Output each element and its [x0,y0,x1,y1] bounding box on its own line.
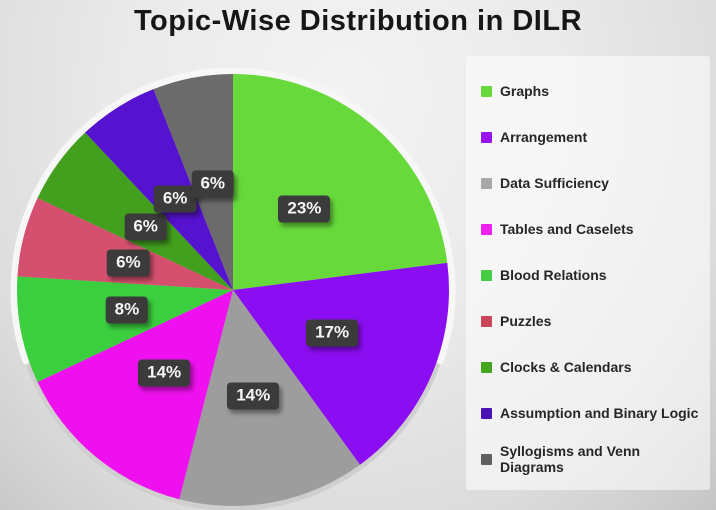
legend-label: Blood Relations [500,267,607,283]
legend-item-syllogisms-venn-diagrams: Syllogisms and Venn Diagrams [481,436,711,482]
legend-item-assumption-binary-logic: Assumption and Binary Logic [481,390,711,436]
legend-item-puzzles: Puzzles [481,298,711,344]
legend-swatch-clocks-calendars [481,361,492,373]
legend-label: Data Sufficiency [500,175,609,191]
legend-label: Syllogisms and Venn Diagrams [500,443,641,475]
legend-label: Tables and Caselets [500,221,634,237]
legend-label: Arrangement [500,129,588,145]
legend-label: Graphs [500,83,550,99]
legend-item-graphs: Graphs [481,68,711,114]
pie-slice-tables-and-caselets [37,290,233,500]
pie-slice-graphs [233,74,448,290]
legend-label: Clocks & Calendars [500,359,632,375]
legend-swatch-syllogisms-venn-diagrams [481,453,492,465]
pie-slice-blood-relations [17,276,234,382]
pie-slice-clocks-calendars [37,132,233,290]
legend-panel [466,56,710,490]
legend-label: Puzzles [500,313,552,329]
legend-item-arrangement: Arrangement [481,114,711,160]
legend-swatch-data-sufficiency [481,177,492,189]
legend-label: Assumption and Binary Logic [500,405,699,421]
legend-swatch-puzzles [481,315,492,327]
legend-swatch-assumption-binary-logic [481,407,492,419]
pie-highlight-ring [10,67,456,365]
legend-swatch-graphs [481,85,492,97]
legend-item-data-sufficiency: Data Sufficiency [481,160,711,206]
legend-item-clocks-calendars: Clocks & Calendars [481,344,711,390]
chart-title: Topic-Wise Distribution in DILR [133,5,583,37]
legend-swatch-arrangement [481,131,492,143]
pie-slice-puzzles [17,198,234,290]
pie-slice-arrangement [233,262,450,465]
legend-swatch-blood-relations [481,269,492,281]
legend-item-blood-relations: Blood Relations [481,252,711,298]
legend-swatch-tables-and-caselets [481,223,492,235]
legend-item-tables-and-caselets: Tables and Caselets [481,206,711,252]
legend: Graphs Arrangement Data Sufficiency Tabl… [481,68,711,482]
